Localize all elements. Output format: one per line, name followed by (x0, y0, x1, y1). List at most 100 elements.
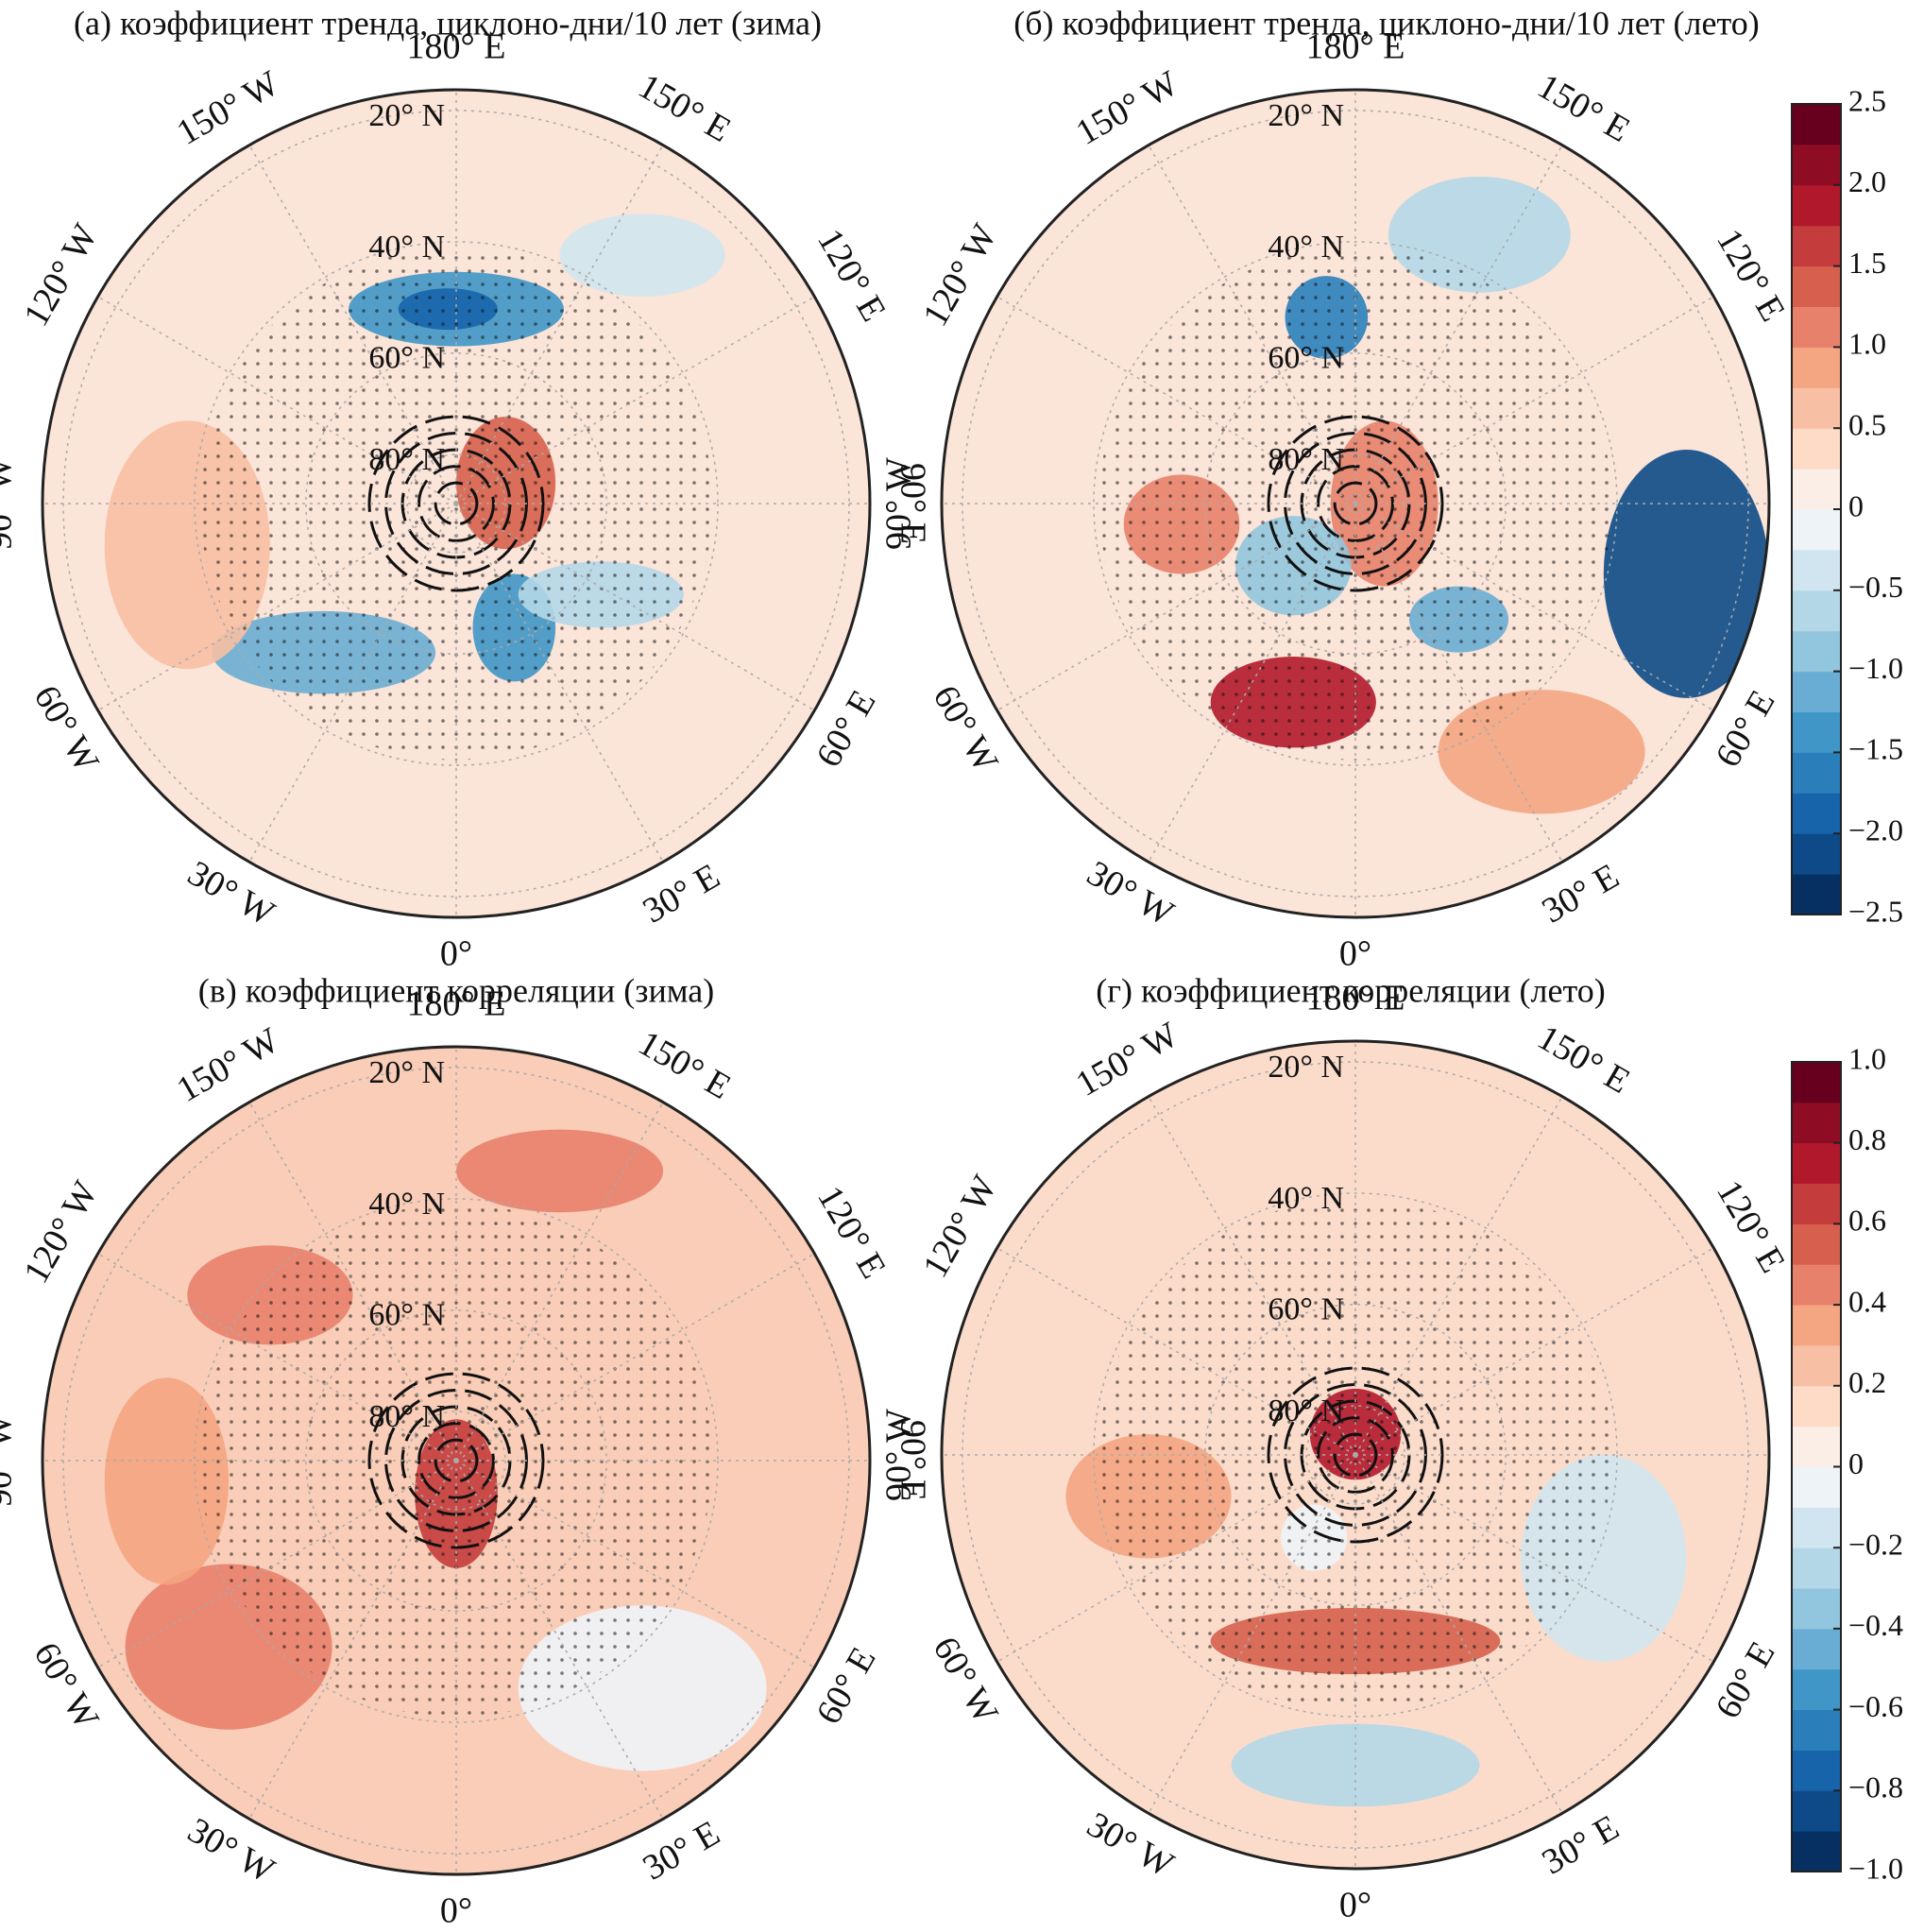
colorbar-tick-label: 2.0 (1848, 164, 1886, 198)
latitude-label: 40° N (1268, 1181, 1344, 1216)
latitude-label: 80° N (368, 442, 445, 477)
colorbar-band (1792, 1790, 1841, 1832)
graticule-parallel (1204, 352, 1507, 655)
latitude-label: 80° N (368, 1399, 445, 1434)
colorbar-band (1792, 1344, 1841, 1387)
map-panel: (в) коэффициент корреляции (зима)180° E1… (0, 971, 932, 1930)
colorbar-band (1792, 874, 1841, 915)
longitude-label: 0° (440, 934, 472, 974)
colorbar-band (1792, 752, 1841, 794)
colorbar-band (1792, 630, 1841, 673)
graticule-parallel (1305, 453, 1405, 554)
colorbar-tick-label: 1.0 (1848, 1041, 1886, 1075)
colorbar-band (1792, 509, 1841, 551)
graticule-meridian (455, 1460, 664, 1820)
graticule-meridian (1354, 1454, 1563, 1814)
colorbar-band (1792, 306, 1841, 348)
graticule-parallel (1093, 241, 1618, 766)
graticule-parallel (962, 1061, 1749, 1849)
colorbar-band (1792, 1102, 1841, 1144)
colorbar-band (1792, 1264, 1841, 1306)
graticule-meridian (996, 296, 1356, 504)
graticule-meridian (248, 503, 457, 863)
colorbar-band (1792, 104, 1841, 145)
graticule-meridian (1148, 1096, 1356, 1456)
colorbar-band (1792, 1426, 1841, 1467)
panel-title: (г) коэффициент корреляции (лето) (1096, 971, 1605, 1009)
stippling-ring (1333, 1432, 1378, 1478)
colorbar-band (1792, 1507, 1841, 1548)
graticule-meridian (996, 1454, 1356, 1663)
graticule-meridian (1148, 145, 1356, 504)
graticule-meridian (97, 296, 457, 504)
field-region (456, 1129, 663, 1213)
colorbar-band (1792, 1305, 1841, 1346)
colorbar-tick-label: 0.8 (1848, 1122, 1886, 1156)
stippling-ring (1333, 481, 1378, 526)
panel-title: (б) коэффициент тренда, циклоно-дни/10 л… (1013, 4, 1760, 42)
colorbar-band (1792, 1588, 1841, 1630)
longitude-label: 90° E (893, 1420, 932, 1501)
colorbar-tick-label: 0.6 (1848, 1204, 1886, 1238)
graticule-parallel (1204, 1304, 1507, 1606)
colorbar-tick-label: −1.0 (1848, 651, 1903, 685)
map-area (942, 1041, 1769, 1869)
longitude-label: 180° E (1306, 27, 1405, 67)
colorbar-band (1792, 1709, 1841, 1751)
colorbar-band (1792, 1668, 1841, 1711)
map-panel: (б) коэффициент тренда, циклоно-дни/10 л… (879, 4, 1832, 973)
graticule-parallel (305, 1309, 607, 1612)
colorbar-band (1792, 184, 1841, 227)
longitude-label: 0° (1339, 1886, 1371, 1925)
graticule-meridian (455, 145, 664, 504)
colorbar-tick-label: 1.5 (1848, 246, 1886, 280)
field-region (1603, 450, 1769, 698)
map-panel: (г) коэффициент корреляции (лето)180° E1… (879, 971, 1832, 1924)
map-area (43, 90, 870, 917)
field-region (559, 214, 725, 297)
latitude-label: 20° N (368, 1055, 445, 1090)
latitude-label: 60° N (1268, 1292, 1344, 1327)
graticule-meridian (1354, 1247, 1714, 1456)
colorbar-band (1792, 144, 1841, 186)
colorbar-band (1792, 833, 1841, 875)
stippling-ring (417, 465, 495, 542)
graticule-meridian (248, 145, 457, 504)
panel-title: (в) коэффициент корреляции (зима) (198, 971, 714, 1009)
colorbar-tick-label: 2.5 (1848, 83, 1886, 117)
stippling-ring (1267, 415, 1444, 592)
colorbar-tick-label: −0.4 (1848, 1608, 1903, 1642)
graticule-meridian (1354, 296, 1714, 504)
stippling-ring (367, 1372, 545, 1549)
stippling-ring (434, 1438, 479, 1483)
latitude-label: 40° N (1268, 230, 1344, 265)
graticule-parallel (962, 110, 1749, 898)
latitude-label: 20° N (368, 98, 445, 133)
latitude-label: 40° N (368, 230, 445, 265)
latitude-label: 20° N (1268, 98, 1344, 133)
colorbar-band (1792, 225, 1841, 267)
graticule-meridian (455, 503, 664, 863)
graticule-meridian (1148, 1454, 1356, 1814)
longitude-label: 180° E (1306, 979, 1405, 1018)
longitude-label: 90° E (893, 463, 932, 544)
map-boundary (940, 1039, 1771, 1871)
graticule-meridian (455, 1253, 815, 1462)
latitude-label: 80° N (1268, 442, 1344, 477)
latitude-label: 40° N (368, 1187, 445, 1222)
latitude-label: 60° N (1268, 341, 1344, 376)
colorbar-tick-label: −0.6 (1848, 1689, 1903, 1723)
stippling-ring (1317, 465, 1394, 542)
stippling-ring (1317, 1416, 1394, 1494)
longitude-label: 0° (1339, 934, 1371, 974)
graticule-parallel (406, 1411, 506, 1511)
colorbar-band (1792, 1223, 1841, 1265)
graticule-parallel (1305, 1405, 1405, 1505)
graticule-meridian (1354, 503, 1714, 711)
colorbar-band (1792, 347, 1841, 388)
colorbar: 2.5 2.0 1.5 1.0 0.5 0 −0.5 −1.0 −1.5 −2.0 −2.5 (1791, 83, 1903, 928)
graticule-meridian (1354, 503, 1563, 863)
colorbar-band (1792, 793, 1841, 834)
colorbar-tick-label: 0.2 (1848, 1365, 1886, 1399)
